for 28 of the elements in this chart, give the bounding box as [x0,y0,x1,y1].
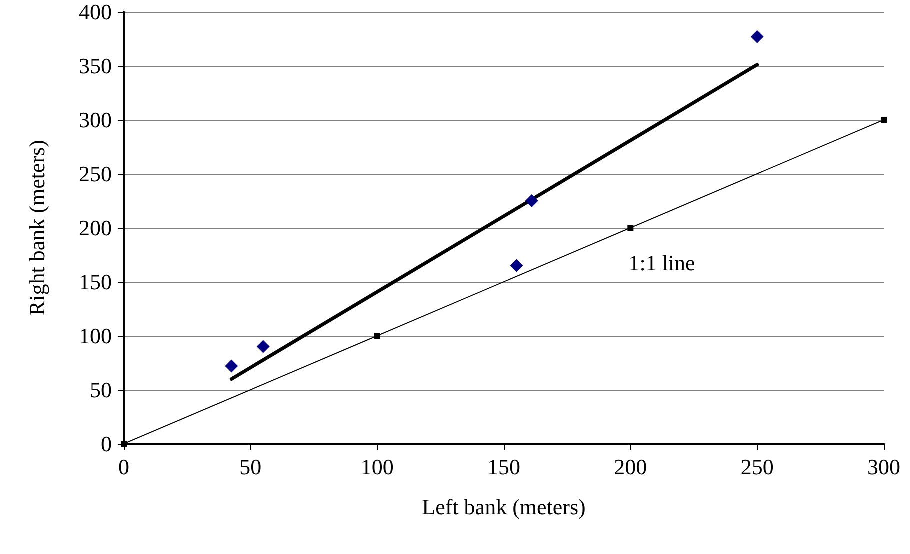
annotation: 1:1 line [628,250,696,276]
y-axis-title: Right bank (meters) [24,140,50,316]
y-tick-label: 250 [79,162,112,186]
x-tick-label: 300 [868,454,900,480]
x-tick-label: 0 [118,454,130,480]
point [628,225,634,231]
point [525,194,538,208]
y-tick-label: 400 [79,0,112,24]
x-tick-label: 250 [740,454,774,480]
point [510,259,524,272]
y-tick-label: 300 [79,108,112,132]
y-tick-label: 350 [79,54,112,78]
x-tick-label: 200 [614,454,648,480]
y-tick-label: 100 [79,324,112,348]
point [750,30,764,44]
point [121,441,127,447]
point [374,333,380,339]
point [256,340,270,354]
point [225,360,238,373]
x-axis-title: Left bank (meters) [422,494,586,520]
x-tick-label: 100 [360,454,394,480]
y-tick-label: 0 [101,432,112,456]
y-tick-label: 200 [79,216,112,240]
point [881,117,887,123]
x-tick-label: 150 [488,454,520,480]
y-tick-label: 50 [90,378,112,402]
y-tick-label: 150 [79,270,112,294]
x-tick-label: 50 [240,454,262,480]
